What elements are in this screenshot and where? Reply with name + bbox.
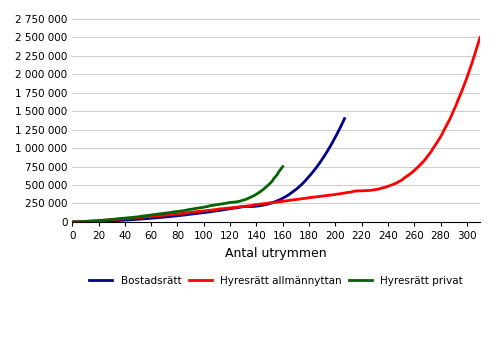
Hyresrätt allmännyttan <box>117 217 123 221</box>
Hyresrätt allmännyttan <box>198 209 204 213</box>
Line: Hyresrätt allmännyttan: Hyresrätt allmännyttan <box>74 38 480 222</box>
Bostadsrätt <box>276 198 282 202</box>
Hyresrätt privat <box>130 215 136 219</box>
Hyresrätt allmännyttan <box>181 211 187 215</box>
Bostadsrätt <box>146 216 151 220</box>
Bostadsrätt <box>342 117 347 121</box>
Hyresrätt allmännyttan <box>264 201 270 206</box>
Bostadsrätt <box>71 220 77 224</box>
Hyresrätt privat <box>242 198 248 202</box>
Hyresrätt privat <box>280 165 286 169</box>
X-axis label: Antal utrymmen: Antal utrymmen <box>225 246 327 260</box>
Hyresrätt allmännyttan <box>71 220 77 224</box>
Bostadsrätt <box>293 188 299 192</box>
Line: Hyresrätt privat: Hyresrätt privat <box>74 167 283 222</box>
Hyresrätt privat <box>186 208 192 212</box>
Hyresrätt privat <box>71 220 77 224</box>
Bostadsrätt <box>297 184 303 188</box>
Legend: Bostadsrätt, Hyresrätt allmännyttan, Hyresrätt privat: Bostadsrätt, Hyresrätt allmännyttan, Hyr… <box>85 272 467 290</box>
Hyresrätt privat <box>113 217 119 221</box>
Hyresrätt privat <box>269 179 275 183</box>
Line: Bostadsrätt: Bostadsrätt <box>74 119 345 222</box>
Hyresrätt privat <box>206 204 212 208</box>
Hyresrätt allmännyttan <box>477 35 483 40</box>
Hyresrätt allmännyttan <box>443 125 449 129</box>
Hyresrätt allmännyttan <box>247 204 253 208</box>
Bostadsrätt <box>242 205 248 209</box>
Bostadsrätt <box>320 155 326 159</box>
